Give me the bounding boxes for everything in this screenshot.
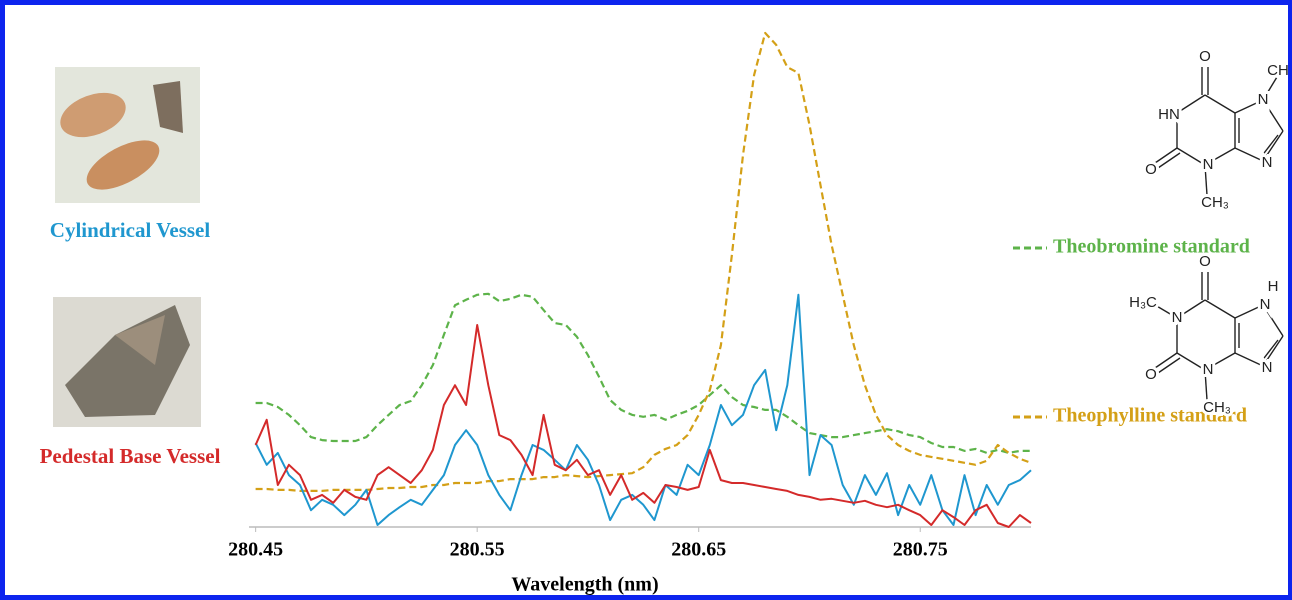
legend-label: Theophylline standard — [1053, 405, 1247, 427]
x-tick-label: 280.45 — [228, 539, 283, 561]
bond — [1262, 76, 1278, 101]
atom-label: N — [1203, 361, 1214, 378]
bond — [1204, 352, 1236, 371]
atom-label: N — [1172, 309, 1183, 326]
legend-label: Cylindrical Vessel — [50, 218, 211, 242]
x-tick-label: 280.55 — [450, 539, 505, 561]
series-line — [255, 292, 1031, 454]
atom-label: HN — [1158, 106, 1180, 123]
bond — [1234, 304, 1264, 319]
atom-label: N — [1262, 359, 1273, 376]
bond — [1204, 369, 1208, 401]
chemical-structures — [1154, 67, 1284, 401]
atom-label: CH₃ — [1203, 399, 1231, 416]
bond — [1260, 134, 1279, 158]
bond — [1157, 357, 1181, 374]
atom-label: O — [1145, 161, 1157, 178]
atom-label: N — [1262, 154, 1273, 171]
series-line — [255, 31, 1032, 492]
series-line — [254, 324, 1032, 528]
atom-label: N — [1260, 296, 1271, 313]
atom-label: H₃C — [1129, 294, 1157, 311]
bond — [1176, 352, 1206, 371]
bond — [1154, 304, 1178, 319]
bond — [1154, 147, 1178, 164]
bond — [1262, 335, 1284, 367]
bond — [1176, 147, 1206, 166]
legend-label: Pedestal Base Vessel — [40, 444, 221, 468]
bond — [1260, 339, 1279, 363]
bond — [1176, 299, 1206, 319]
atom-label: O — [1199, 253, 1211, 270]
x-axis-title: Wavelength (nm) — [511, 574, 658, 596]
atom-label: O — [1145, 366, 1157, 383]
atom-label: CH₃ — [1201, 194, 1229, 211]
photo-pedestal — [53, 297, 201, 427]
bond — [1157, 152, 1181, 169]
bond — [1262, 304, 1284, 337]
bond — [1204, 147, 1236, 166]
atom-label: N — [1258, 91, 1269, 108]
bond — [1262, 130, 1284, 162]
bond — [1234, 147, 1264, 162]
photo-cylindrical — [55, 67, 200, 203]
bond — [1204, 299, 1236, 319]
x-tick-label: 280.65 — [671, 539, 726, 561]
atom-label: CH₃ — [1267, 62, 1292, 79]
bond — [1176, 94, 1206, 114]
bond — [1204, 164, 1208, 196]
atom-label: O — [1199, 48, 1211, 65]
bond — [1204, 94, 1236, 114]
bond — [1234, 352, 1264, 367]
bond — [1154, 352, 1178, 369]
bond — [1262, 99, 1284, 132]
bond — [1234, 99, 1264, 114]
atom-label: N — [1203, 156, 1214, 173]
x-tick-label: 280.75 — [893, 539, 948, 561]
series-line — [254, 293, 1032, 526]
atom-label: H — [1268, 278, 1279, 295]
chart: Wavelength (nm) 280.45 280.55 280.65 280.75… — [40, 31, 1292, 596]
legend-label: Theobromine standard — [1053, 236, 1250, 258]
